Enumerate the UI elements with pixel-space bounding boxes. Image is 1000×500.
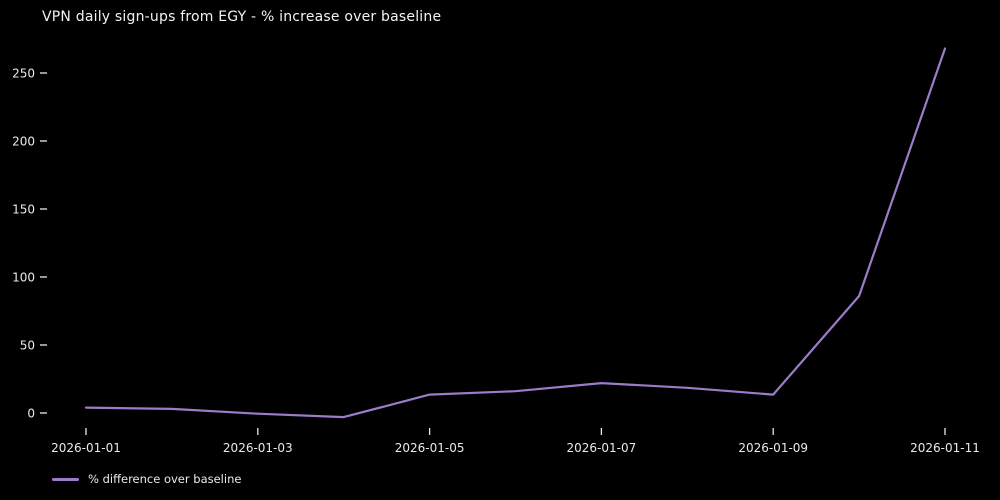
x-axis-tick-label: 2026-01-05 xyxy=(395,441,465,455)
x-axis-tick-label: 2026-01-03 xyxy=(223,441,293,455)
series-line xyxy=(84,47,947,419)
y-axis-tick-label: 50 xyxy=(20,339,35,353)
x-axis-tick-label: 2026-01-01 xyxy=(51,441,121,455)
legend-label: % difference over baseline xyxy=(88,472,242,486)
y-axis-tick-label: 250 xyxy=(12,67,35,81)
chart-title: VPN daily sign-ups from EGY - % increase… xyxy=(42,9,442,25)
y-axis-tick-label: 200 xyxy=(12,135,35,149)
y-axis-tick-label: 100 xyxy=(12,271,35,285)
x-axis-tick-label: 2026-01-09 xyxy=(738,441,808,455)
legend: % difference over baseline xyxy=(52,471,241,487)
x-axis-tick-label: 2026-01-11 xyxy=(910,441,980,455)
x-axis-tick-label: 2026-01-07 xyxy=(567,441,637,455)
y-axis-tick-label: 0 xyxy=(27,407,35,421)
y-axis-tick-label: 150 xyxy=(12,203,35,217)
legend-line-swatch xyxy=(52,477,79,481)
